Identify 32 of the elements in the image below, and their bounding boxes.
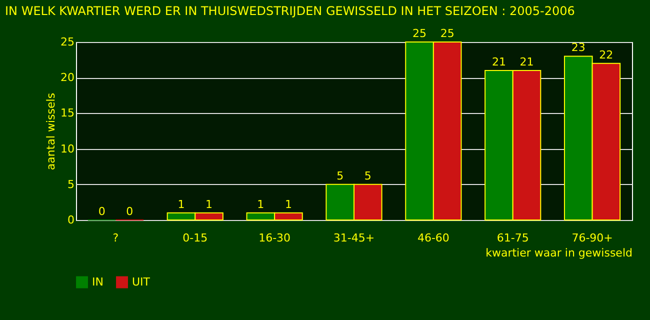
data-label: 5 (364, 169, 372, 182)
x-tick-label: 46-60 (417, 232, 450, 244)
data-label: 0 (98, 205, 106, 218)
data-label: 5 (336, 169, 344, 182)
data-label: 22 (599, 48, 614, 62)
chart-title: IN WELK KWARTIER WERD ER IN THUISWEDSTRIJDEN GEWISSELD IN HET SEIZOEN : 2005-2006 (5, 4, 575, 18)
x-tick-label: 76-90+ (572, 232, 613, 244)
y-tick-label: 15 (60, 106, 74, 120)
x-axis-title: kwartier waar in gewisseld (486, 246, 632, 260)
x-tick-label: 61-75 (496, 232, 529, 244)
data-label: 0 (126, 205, 134, 218)
data-label: 25 (440, 27, 454, 40)
y-axis-title: aantal wissels (44, 92, 58, 170)
data-label: 1 (206, 198, 213, 211)
legend-label: UIT (132, 275, 150, 288)
data-label: 1 (284, 198, 292, 211)
x-tick-label: ? (112, 232, 119, 244)
data-label: 1 (178, 198, 185, 211)
data-label: 25 (412, 27, 427, 40)
data-label: 23 (571, 41, 586, 54)
data-label: 21 (492, 55, 506, 68)
x-tick-label: 0-15 (182, 232, 208, 244)
y-tick-label: 20 (60, 71, 74, 84)
y-tick-label: 10 (60, 142, 74, 156)
data-label: 1 (257, 198, 264, 211)
x-tick-label: 31-45+ (333, 232, 375, 244)
y-tick-label: 5 (68, 178, 74, 191)
legend-label: IN (92, 275, 104, 288)
y-tick-label: 25 (60, 36, 74, 48)
data-label: 21 (520, 55, 534, 68)
y-tick-label: 0 (68, 214, 74, 226)
x-tick-label: 16-30 (258, 232, 291, 244)
